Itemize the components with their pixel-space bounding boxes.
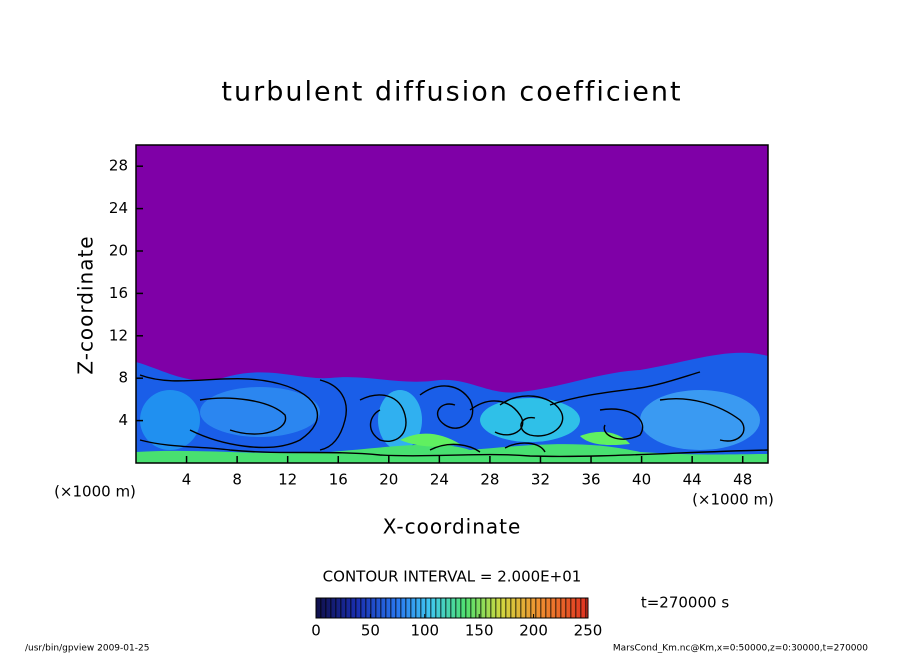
x-tick-label: 40: [632, 471, 651, 489]
x-tick-label: 8: [232, 471, 242, 489]
field-region: [640, 390, 760, 450]
field-region: [378, 390, 422, 450]
y-tick-label: 4: [118, 411, 128, 429]
field-region: [400, 431, 630, 447]
colorbar-frame: [315, 597, 589, 619]
x-tick-label: 28: [480, 471, 499, 489]
x-unit-label: (×1000 m): [692, 491, 774, 509]
colorbar-tick-label: 0: [311, 622, 321, 640]
field-region: [140, 390, 200, 450]
y-tick-label: 16: [109, 284, 128, 302]
colorbar-tick-label: 200: [519, 622, 548, 640]
y-tick-label: 24: [109, 199, 128, 217]
colorbar-tick-label: 100: [410, 622, 439, 640]
y-tick-label: 12: [109, 326, 128, 344]
field: [136, 145, 768, 463]
x-axis-label: X-coordinate: [383, 515, 522, 539]
y-unit-label: (×1000 m): [54, 483, 136, 501]
x-tick-label: 20: [379, 471, 398, 489]
colorbar-tick-label: 50: [361, 622, 380, 640]
contour-lines: [139, 371, 768, 458]
y-tick-label: 8: [118, 369, 128, 387]
field-region: [200, 387, 320, 437]
y-tick-label: 28: [109, 157, 128, 175]
x-tick-label: 24: [430, 471, 449, 489]
colorbar-tick-label: 150: [465, 622, 494, 640]
x-tick-label: 12: [278, 471, 297, 489]
plot-frame: [135, 144, 769, 464]
x-tick-label: 36: [581, 471, 600, 489]
y-tick-label: 20: [109, 242, 128, 260]
x-tick-label: 4: [182, 471, 192, 489]
footer-right: MarsCond_Km.nc@Km,x=0:50000,z=0:30000,t=…: [613, 644, 868, 654]
colorbar-tick-label: 250: [574, 622, 603, 640]
footer-left: /usr/bin/gpview 2009-01-25: [25, 644, 149, 654]
x-tick-label: 44: [683, 471, 702, 489]
time-label: t=270000 s: [641, 594, 729, 612]
x-tick-label: 16: [329, 471, 348, 489]
x-tick-label: 32: [531, 471, 550, 489]
field-region: [136, 444, 768, 463]
chart-title: turbulent diffusion coefficient: [221, 77, 682, 108]
x-tick-label: 48: [733, 471, 752, 489]
contour-interval: CONTOUR INTERVAL = 2.000E+01: [323, 568, 582, 586]
y-axis-label: Z-coordinate: [74, 235, 98, 374]
